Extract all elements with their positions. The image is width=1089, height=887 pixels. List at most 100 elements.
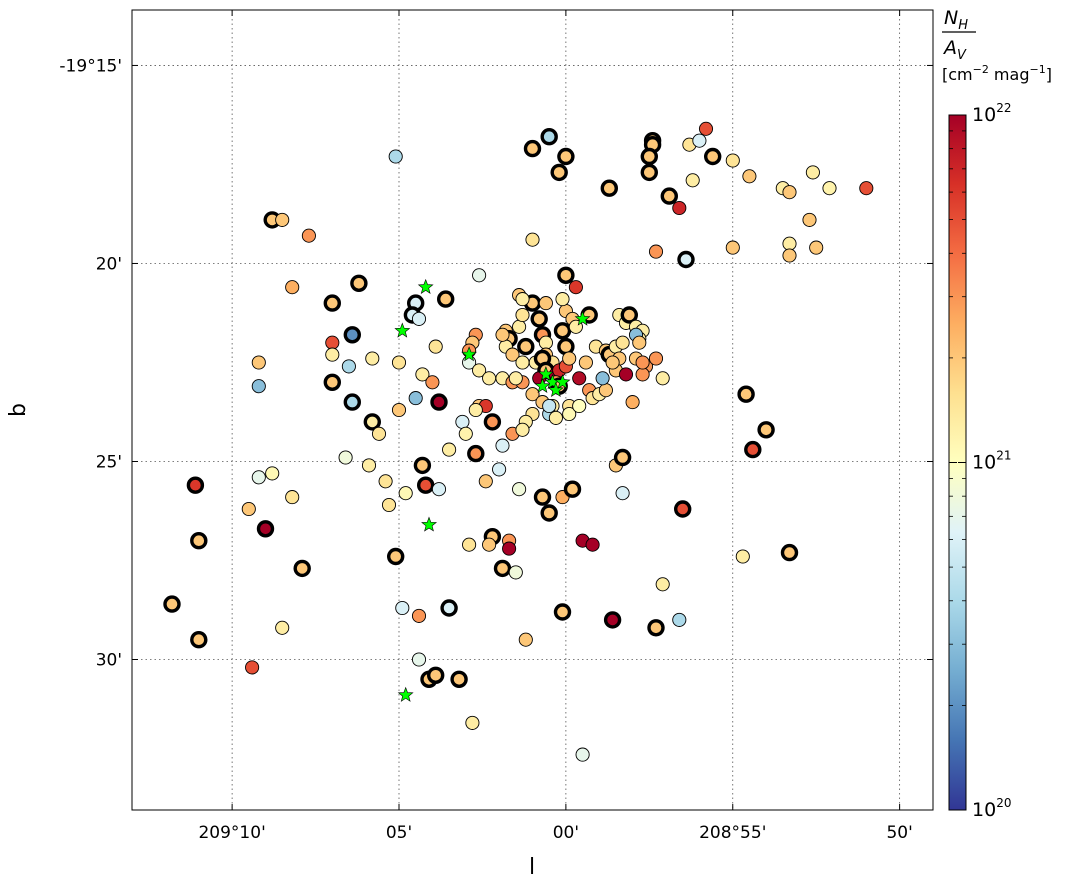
scatter-point-bold xyxy=(600,179,618,197)
scatter-point-bold xyxy=(417,476,435,494)
scatter-point xyxy=(618,367,634,382)
scatter-point xyxy=(245,660,260,675)
scatter-point xyxy=(275,212,290,227)
scatter-point xyxy=(361,458,377,473)
scatter-point xyxy=(578,355,593,370)
star-marker xyxy=(554,373,571,389)
colorbar-title-numerator-sub: H xyxy=(958,18,968,33)
scatter-point xyxy=(492,462,507,477)
plot-frame xyxy=(131,9,934,811)
scatter-point xyxy=(635,355,650,370)
scatter-point xyxy=(495,327,510,342)
scatter-point xyxy=(411,608,427,623)
x-tick-label: 50' xyxy=(886,823,912,843)
scatter-point-bold xyxy=(557,147,575,166)
scatter-point-bold xyxy=(647,619,665,637)
scatter-point-bold xyxy=(523,139,542,158)
scatter-point-bold xyxy=(660,187,678,205)
scatter-point xyxy=(371,426,387,441)
scatter-point xyxy=(411,652,427,667)
scatter-point xyxy=(508,371,523,386)
scatter-point-bold xyxy=(737,385,755,403)
scatter-point xyxy=(632,335,647,350)
x-axis-label: l xyxy=(529,855,535,880)
scatter-point xyxy=(285,490,300,505)
scatter-point xyxy=(572,371,587,386)
scatter-point-bold xyxy=(293,559,311,578)
scatter-point xyxy=(381,497,397,513)
scatter-point xyxy=(512,482,527,497)
scatter-point-bold xyxy=(186,476,205,494)
scatter-point-bold xyxy=(343,326,361,344)
scatter-point xyxy=(698,121,714,136)
scatter-point-bold xyxy=(613,448,632,467)
scatter-point xyxy=(548,410,563,425)
scatter-point xyxy=(725,153,740,168)
scatter-point xyxy=(465,715,480,730)
x-tick-label: 05' xyxy=(386,823,412,843)
scatter-point xyxy=(538,296,553,311)
colorbar-title-numerator: N xyxy=(944,7,958,29)
colorbar-title: NH AV [cm−2 mag−1] xyxy=(942,7,1052,84)
scatter-point xyxy=(648,244,664,259)
scatter-point-bold xyxy=(530,310,548,328)
scatter-point xyxy=(428,339,443,354)
scatter-point xyxy=(805,165,820,180)
scatter-point xyxy=(672,200,687,216)
scatter-point xyxy=(655,577,670,592)
scatter-point xyxy=(725,240,740,255)
scatter-point-bold xyxy=(704,147,722,166)
scatter-point xyxy=(482,371,497,386)
scatter-point xyxy=(685,173,700,188)
scatter-point-bold xyxy=(493,559,512,578)
scatter-point xyxy=(568,280,583,295)
scatter-point xyxy=(395,600,410,616)
colorbar-unit: [cm−2 mag−1] xyxy=(942,63,1052,84)
scatter-point xyxy=(538,335,553,350)
y-tick-labels: -19°15' 20' 25' 30' xyxy=(59,56,122,670)
scatter-point-bold xyxy=(563,480,582,498)
y-tick-label: 20' xyxy=(96,254,122,274)
y-tick-label: 30' xyxy=(96,651,122,671)
scatter-point xyxy=(365,351,380,366)
scatter-point-bold xyxy=(640,147,658,166)
scatter-point xyxy=(512,319,527,334)
scatter-point xyxy=(398,486,413,501)
scatter-point xyxy=(782,236,797,251)
scatter-point xyxy=(625,395,640,410)
star-markers xyxy=(394,278,591,702)
scatter-point xyxy=(391,355,407,370)
scatter-point xyxy=(518,632,533,647)
scatter-point xyxy=(411,311,427,326)
scatter-point-bold xyxy=(190,532,208,550)
scatter-point xyxy=(802,212,817,227)
scatter-point xyxy=(598,383,613,398)
scatter-point xyxy=(442,442,457,457)
scatter-point xyxy=(605,355,620,370)
star-marker xyxy=(574,310,591,326)
scatter-point xyxy=(325,335,340,350)
scatter-point xyxy=(378,474,393,489)
y-tick-label: 25' xyxy=(96,452,122,472)
scatter-point xyxy=(515,307,530,323)
star-marker xyxy=(461,346,478,362)
scatter-point-bold xyxy=(744,440,762,459)
colorbar-unit-exp1: −2 xyxy=(973,63,989,76)
scatter-point xyxy=(505,347,520,362)
star-marker xyxy=(394,322,411,338)
scatter-point xyxy=(251,470,266,485)
scatter-point xyxy=(822,181,837,196)
scatter-point-bold xyxy=(540,127,558,146)
scatter-point xyxy=(458,426,473,441)
scatter-point xyxy=(455,414,470,429)
x-tick-label: 00' xyxy=(553,823,579,843)
scatter-point-bold xyxy=(553,322,572,340)
colorbar-ticks xyxy=(949,114,966,811)
scatter-point-bold xyxy=(163,595,181,613)
scatter-point xyxy=(575,747,590,762)
scatter-point xyxy=(391,402,407,418)
scatter-point-bold xyxy=(427,666,445,684)
scatter-point xyxy=(415,367,430,382)
scatter-point xyxy=(635,367,650,382)
